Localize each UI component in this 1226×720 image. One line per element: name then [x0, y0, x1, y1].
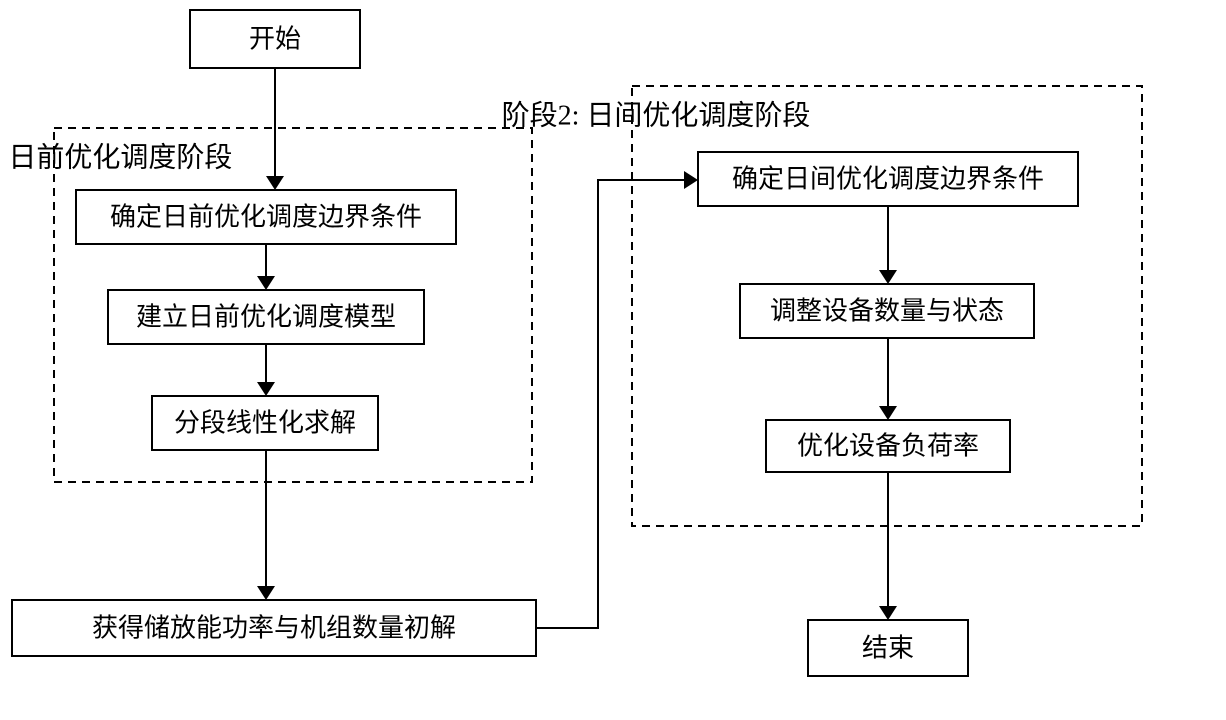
node-s2b3: 优化设备负荷率	[766, 420, 1010, 472]
svg-text:建立日前优化调度模型: 建立日前优化调度模型	[136, 303, 396, 332]
svg-text:确定日前优化调度边界条件: 确定日前优化调度边界条件	[110, 203, 422, 232]
flowchart-canvas: 阶段1: 日前优化调度阶段 阶段2: 日间优化调度阶段 开始 确定日前优化调度边…	[0, 0, 1226, 720]
svg-text:结束: 结束	[862, 634, 914, 663]
node-end: 结束	[808, 620, 968, 676]
node-start: 开始	[190, 10, 360, 68]
node-s1b2: 建立日前优化调度模型	[108, 290, 424, 344]
svg-text:分段线性化求解: 分段线性化求解	[174, 409, 356, 438]
svg-text:获得储放能功率与机组数量初解: 获得储放能功率与机组数量初解	[92, 614, 456, 643]
node-s1b3: 分段线性化求解	[152, 396, 378, 450]
stage2-title: 阶段2: 日间优化调度阶段	[502, 100, 811, 132]
edge-result-to-s2b1	[536, 180, 696, 628]
node-s2b2: 调整设备数量与状态	[740, 284, 1034, 338]
stage1-title: 阶段1: 日前优化调度阶段	[0, 142, 232, 174]
svg-text:调整设备数量与状态: 调整设备数量与状态	[770, 297, 1004, 326]
node-result: 获得储放能功率与机组数量初解	[12, 600, 536, 656]
svg-text:开始: 开始	[249, 25, 301, 54]
node-s1b1: 确定日前优化调度边界条件	[76, 190, 456, 244]
svg-text:确定日间优化调度边界条件: 确定日间优化调度边界条件	[732, 165, 1044, 194]
svg-text:优化设备负荷率: 优化设备负荷率	[797, 432, 979, 461]
node-s2b1: 确定日间优化调度边界条件	[698, 152, 1078, 206]
